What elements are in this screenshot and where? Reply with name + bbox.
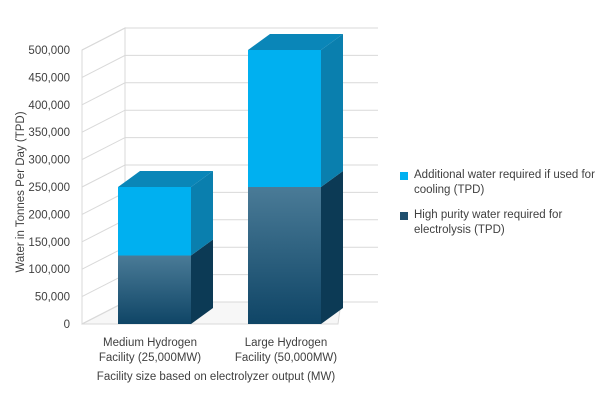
bar-1-series-0 [248, 171, 343, 324]
legend-label-cooling: Additional water required if used for co… [414, 169, 595, 196]
legend-label-electrolysis: High purity water required for electroly… [414, 209, 563, 236]
y-tick-label-9: 450,000 [28, 72, 70, 84]
y-tick-label-3: 150,000 [28, 237, 70, 249]
x-tick-label-1-1: Facility (50,000MW) [235, 352, 337, 364]
bar-front-0-0 [118, 255, 191, 324]
y-tick-label-5: 250,000 [28, 182, 70, 194]
x-axis-label: Facility size based on electrolyzer outp… [97, 371, 336, 383]
x-axis-ticks: Medium Hydrogen Facility (25,000MW) Large … [99, 337, 337, 364]
bar-side-1-1 [321, 34, 343, 187]
y-axis-label: Water in Tonnes Per Day (TPD) [15, 111, 27, 272]
bar-front-1-0 [248, 187, 321, 324]
legend-swatch-cooling [400, 172, 408, 180]
bar-0-series-0 [118, 239, 213, 324]
y-tick-label-1: 50,000 [35, 292, 70, 304]
y-tick-label-10: 500,000 [28, 45, 70, 57]
y-tick-label-0: 0 [64, 319, 70, 331]
bar-top-0 [118, 171, 213, 187]
bar-front-1-1 [248, 50, 321, 187]
bar-top-1 [248, 34, 343, 50]
bar-1-series-1 [248, 34, 343, 187]
y-tick-label-2: 100,000 [28, 264, 70, 276]
y-tick-label-7: 350,000 [28, 127, 70, 139]
bar-side-0-0 [191, 239, 213, 324]
legend-item-electrolysis: High purity water required for electroly… [400, 208, 596, 238]
y-axis-ticks: 0 50,000 100,000 150,000 200,000 250,000 300,0… [28, 45, 70, 331]
gridline-10 [81, 27, 378, 51]
legend-swatch-electrolysis [400, 212, 408, 220]
legend-item-cooling: Additional water required if used for co… [400, 168, 596, 198]
y-tick-label-4: 200,000 [28, 209, 70, 221]
legend: Additional water required if used for co… [400, 168, 596, 248]
x-tick-label-0-1: Facility (25,000MW) [99, 352, 201, 364]
x-tick-label-0-0: Medium Hydrogen [103, 337, 197, 349]
y-tick-label-8: 400,000 [28, 100, 70, 112]
bar-front-0-1 [118, 187, 191, 256]
y-tick-label-6: 300,000 [28, 155, 70, 167]
bar-0-series-1 [118, 171, 213, 256]
x-tick-label-1-0: Large Hydrogen [245, 337, 327, 349]
bar-side-0-1 [191, 171, 213, 256]
bars [118, 34, 343, 324]
bar-side-1-0 [321, 171, 343, 324]
